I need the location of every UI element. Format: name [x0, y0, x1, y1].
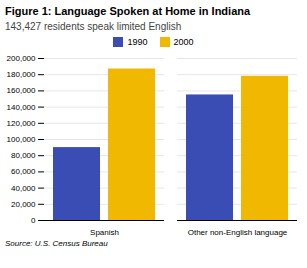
- svg-text:60,000: 60,000: [11, 167, 36, 176]
- svg-text:80,000: 80,000: [11, 151, 36, 160]
- svg-text:Other non-English language: Other non-English language: [188, 228, 288, 237]
- svg-text:0: 0: [31, 216, 36, 225]
- svg-text:160,000: 160,000: [7, 86, 36, 95]
- html-text:2000: 2000: [173, 37, 194, 47]
- svg-text:200,000: 200,000: [7, 54, 36, 63]
- html-text:143,427 residents speak limite: 143,427 residents speak limited English: [5, 21, 182, 32]
- svg-text:Spanish: Spanish: [90, 228, 119, 237]
- svg-text:20,000: 20,000: [11, 200, 36, 209]
- svg-text:120,000: 120,000: [7, 119, 36, 128]
- svg-text:100,000: 100,000: [7, 135, 36, 144]
- html-text:Figure 1: Language Spoken at H: Figure 1: Language Spoken at Home in Ind…: [5, 5, 251, 17]
- svg-text:40,000: 40,000: [11, 184, 36, 193]
- html-text:Source: U.S. Census Bureau: Source: U.S. Census Bureau: [5, 239, 108, 248]
- svg-text:140,000: 140,000: [7, 103, 36, 112]
- svg-text:180,000: 180,000: [7, 70, 36, 79]
- html-text:1990: 1990: [127, 37, 148, 47]
